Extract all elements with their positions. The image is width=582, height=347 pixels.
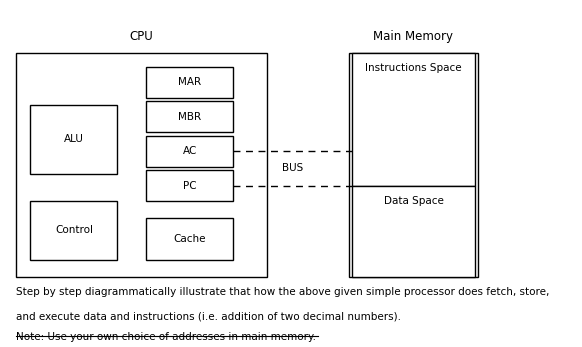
Text: Step by step diagrammatically illustrate that how the above given simple process: Step by step diagrammatically illustrate… [16,287,549,297]
Text: MBR: MBR [178,112,201,122]
Text: Cache: Cache [173,234,206,244]
Text: CPU: CPU [130,30,154,43]
FancyBboxPatch shape [352,53,475,186]
Text: AC: AC [183,146,197,156]
Text: BUS: BUS [282,163,303,174]
FancyBboxPatch shape [147,218,233,260]
Text: and execute data and instructions (i.e. addition of two decimal numbers).: and execute data and instructions (i.e. … [16,311,401,321]
FancyBboxPatch shape [30,201,118,260]
FancyBboxPatch shape [147,101,233,132]
FancyBboxPatch shape [147,170,233,201]
Text: ALU: ALU [64,134,84,144]
Text: Note: Use your own choice of addresses in main memory.: Note: Use your own choice of addresses i… [16,332,316,342]
Text: Control: Control [55,225,93,235]
FancyBboxPatch shape [147,67,233,98]
FancyBboxPatch shape [349,53,477,277]
FancyBboxPatch shape [16,53,267,277]
Text: PC: PC [183,180,197,191]
Text: Instructions Space: Instructions Space [365,64,462,73]
FancyBboxPatch shape [352,186,475,277]
Text: Main Memory: Main Memory [374,30,453,43]
FancyBboxPatch shape [147,136,233,167]
Text: Data Space: Data Space [384,196,443,206]
Text: MAR: MAR [178,77,201,87]
FancyBboxPatch shape [30,105,118,174]
